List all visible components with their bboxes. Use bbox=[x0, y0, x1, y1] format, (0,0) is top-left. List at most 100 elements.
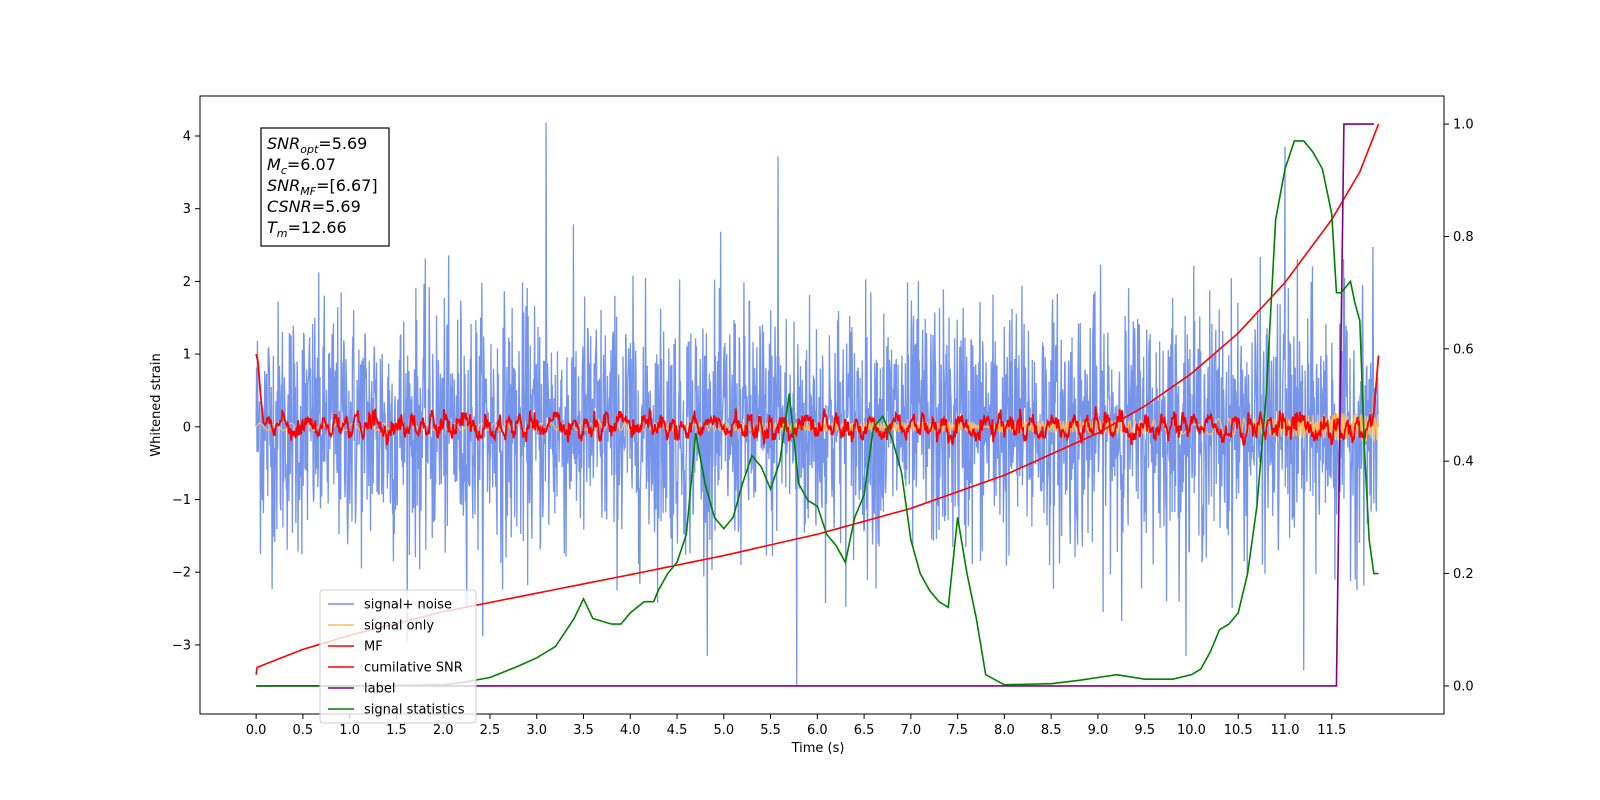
series-signal-noise-line bbox=[255, 122, 1379, 685]
x-tick-label: 9.5 bbox=[1134, 723, 1155, 738]
x-tick: 3.0 bbox=[526, 714, 547, 738]
y-tick-label: −2 bbox=[172, 566, 191, 581]
x-tick: 9.5 bbox=[1134, 714, 1155, 738]
y-tick-label: 3 bbox=[183, 202, 191, 217]
legend-label: signal statistics bbox=[364, 703, 465, 718]
x-tick: 5.5 bbox=[760, 714, 781, 738]
x-tick: 4.0 bbox=[620, 714, 641, 738]
x-tick: 11.5 bbox=[1317, 714, 1346, 738]
legend-entry: MF bbox=[328, 640, 383, 655]
y2-tick: 1.0 bbox=[1444, 118, 1474, 133]
x-tick: 5.0 bbox=[713, 714, 734, 738]
y2-tick: 0.4 bbox=[1444, 455, 1474, 470]
y2-tick-label: 0.4 bbox=[1453, 455, 1474, 470]
y-tick: −2 bbox=[172, 566, 200, 581]
x-tick-label: 4.0 bbox=[620, 723, 641, 738]
y-tick: −1 bbox=[172, 493, 200, 508]
y-tick: 1 bbox=[183, 348, 200, 363]
y2-tick: 0.6 bbox=[1444, 342, 1474, 357]
y2-tick-label: 1.0 bbox=[1453, 118, 1474, 133]
y-tick-label: −3 bbox=[172, 638, 191, 653]
y2-tick-label: 0.8 bbox=[1453, 230, 1474, 245]
y2-tick-label: 0.2 bbox=[1453, 567, 1474, 582]
x-tick-label: 7.5 bbox=[947, 723, 968, 738]
legend-entry: label bbox=[328, 682, 395, 697]
y2-tick: 0.8 bbox=[1444, 230, 1474, 245]
legend-label: label bbox=[364, 682, 395, 697]
x-tick-label: 10.0 bbox=[1177, 723, 1206, 738]
annotation-frame bbox=[260, 127, 390, 247]
y-tick-label: 2 bbox=[183, 275, 191, 290]
legend: signal+ noise signal only MF cumilative SNR… bbox=[319, 589, 477, 724]
y2-tick-label: 0.6 bbox=[1453, 342, 1474, 357]
x-tick-label: 4.5 bbox=[667, 723, 688, 738]
series-mf-line bbox=[255, 353, 1380, 447]
x-tick-label: 6.5 bbox=[854, 723, 875, 738]
legend-label: signal only bbox=[364, 619, 434, 634]
legend-entry: signal only bbox=[328, 619, 434, 634]
x-tick-label: 0.0 bbox=[246, 723, 267, 738]
y-axis-right: 0.0 0.2 0.4 0.6 0.8 1.0 bbox=[1444, 118, 1474, 694]
x-tick: 10.5 bbox=[1224, 714, 1253, 738]
x-tick: 9.0 bbox=[1088, 714, 1108, 738]
legend-entry: cumilative SNR bbox=[328, 661, 463, 676]
x-tick-label: 0.5 bbox=[293, 723, 314, 738]
legend-entry: signal+ noise bbox=[328, 598, 452, 613]
annotation-line: Mc=6.07 bbox=[267, 155, 336, 177]
plot-frame bbox=[199, 95, 1445, 715]
x-tick-label: 10.5 bbox=[1224, 723, 1253, 738]
x-tick-label: 3.0 bbox=[526, 723, 547, 738]
y-tick: 2 bbox=[183, 275, 200, 290]
y2-tick: 0.0 bbox=[1444, 679, 1474, 694]
x-tick-label: 11.0 bbox=[1271, 723, 1300, 738]
y2-tick-label: 0.0 bbox=[1453, 679, 1474, 694]
legend-entry: signal statistics bbox=[328, 703, 465, 718]
x-tick-label: 3.5 bbox=[573, 723, 594, 738]
y-tick-label: 1 bbox=[183, 348, 191, 363]
x-tick-label: 1.5 bbox=[386, 723, 407, 738]
annotation-line: CSNR=5.69 bbox=[267, 197, 361, 216]
x-tick-label: 11.5 bbox=[1317, 723, 1346, 738]
y-axis-left: −3 −2 −1 0 1 2 3 4 bbox=[172, 129, 200, 653]
y-tick: 3 bbox=[183, 202, 200, 217]
series-signal-statistics-line bbox=[256, 140, 1379, 687]
x-tick: 8.5 bbox=[1041, 714, 1062, 738]
x-tick: 4.5 bbox=[667, 714, 688, 738]
x-tick: 0.5 bbox=[293, 714, 314, 738]
series-label-line bbox=[256, 123, 1374, 687]
y-tick-label: 0 bbox=[183, 420, 191, 435]
y-tick: 4 bbox=[183, 129, 200, 144]
annotation-line: SNRopt=5.69 bbox=[267, 134, 367, 156]
legend-label: cumilative SNR bbox=[364, 661, 463, 676]
x-tick: 2.5 bbox=[480, 714, 500, 738]
x-tick-label: 5.0 bbox=[713, 723, 734, 738]
x-axis-label: Time (s) bbox=[791, 741, 845, 756]
x-tick: 6.0 bbox=[807, 714, 828, 738]
y-tick-label: 4 bbox=[183, 129, 191, 144]
x-tick: 8.0 bbox=[994, 714, 1015, 738]
x-tick-label: 6.0 bbox=[807, 723, 828, 738]
x-tick: 10.0 bbox=[1177, 714, 1206, 738]
x-tick: 7.0 bbox=[901, 714, 922, 738]
x-tick: 7.5 bbox=[947, 714, 968, 738]
annotation-line: SNRMF=[6.67] bbox=[267, 176, 378, 198]
legend-frame bbox=[319, 589, 477, 724]
x-tick-label: 7.0 bbox=[901, 723, 922, 738]
y-tick-label: −1 bbox=[172, 493, 191, 508]
legend-label: signal+ noise bbox=[364, 598, 452, 613]
x-axis: 0.0 0.5 1.0 1.5 2.0 2.5 3.0 3.5 4.0 4.5 5.0 5.5 6.0 6… bbox=[246, 714, 1346, 738]
x-tick-label: 8.5 bbox=[1041, 723, 1062, 738]
y2-tick: 0.2 bbox=[1444, 567, 1474, 582]
annotation-line: Tm=12.66 bbox=[267, 218, 347, 240]
y-tick: −3 bbox=[172, 638, 200, 653]
x-tick-label: 5.5 bbox=[760, 723, 781, 738]
x-tick: 11.0 bbox=[1271, 714, 1300, 738]
x-tick-label: 2.0 bbox=[433, 723, 454, 738]
legend-label: MF bbox=[364, 640, 383, 655]
x-tick: 0.0 bbox=[246, 714, 267, 738]
x-tick: 3.5 bbox=[573, 714, 594, 738]
x-tick: 6.5 bbox=[854, 714, 875, 738]
x-tick-label: 8.0 bbox=[994, 723, 1015, 738]
y-axis-label: Whitened strain bbox=[149, 353, 164, 456]
